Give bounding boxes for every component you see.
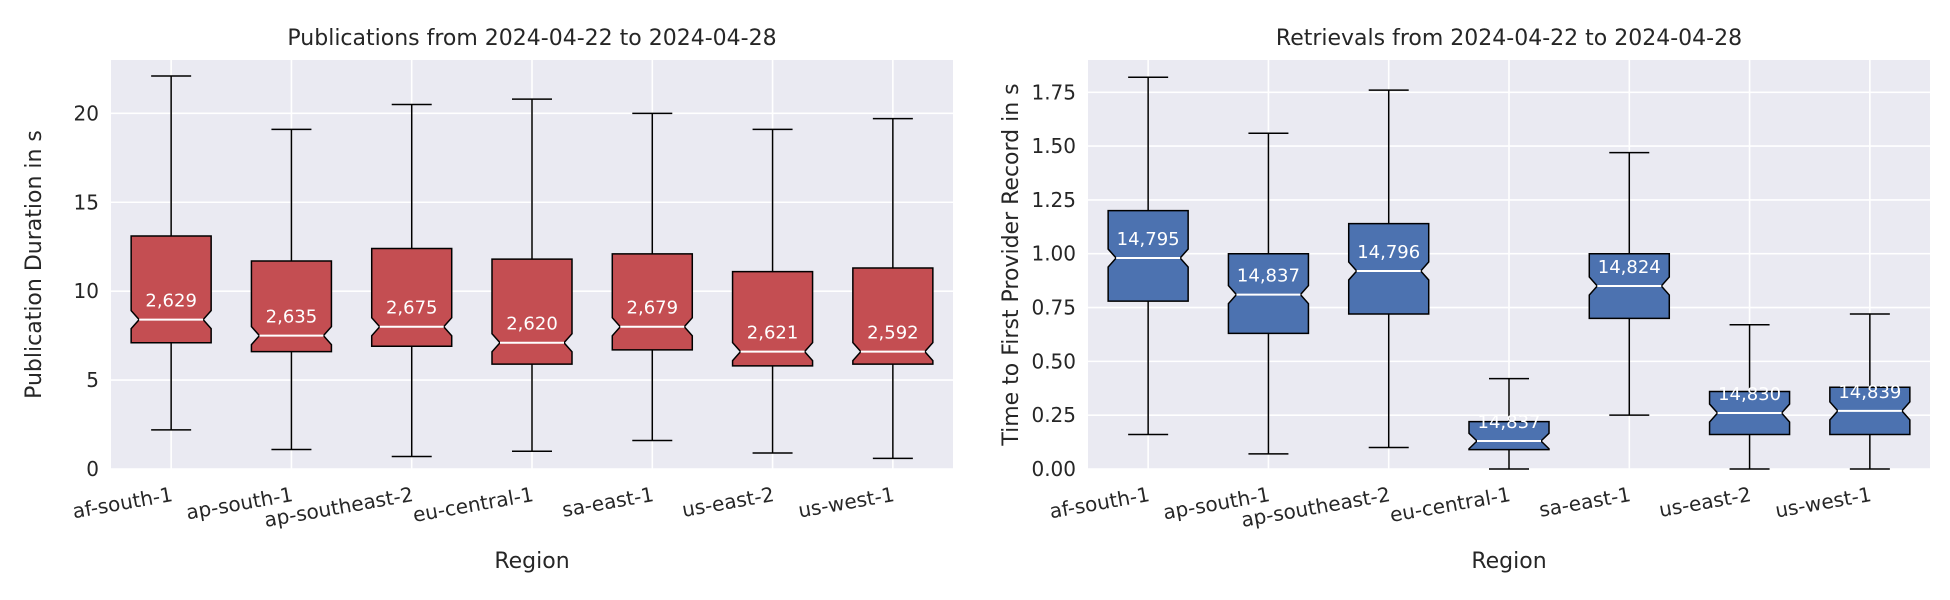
x-tick-label: af-south-1 bbox=[71, 482, 175, 523]
box-af-south-1: 14,795 bbox=[1107, 76, 1189, 436]
x-tick-label: us-west-1 bbox=[796, 482, 896, 523]
x-tick-label: eu-central-1 bbox=[411, 482, 535, 527]
y-tick-label: 1.50 bbox=[1031, 134, 1076, 158]
y-axis-label: Publication Duration in s bbox=[22, 130, 47, 399]
box-us-east-2: 2,621 bbox=[731, 128, 814, 454]
x-tick-label: us-west-1 bbox=[1773, 482, 1873, 523]
count-label: 2,592 bbox=[867, 323, 919, 344]
y-tick-label: 1.25 bbox=[1031, 188, 1076, 212]
box-ap-southeast-2: 2,675 bbox=[370, 103, 453, 458]
y-axis-label: Time to First Provider Record in s bbox=[999, 83, 1024, 446]
count-label: 14,795 bbox=[1117, 229, 1180, 250]
box-ap-southeast-2: 14,796 bbox=[1347, 89, 1430, 449]
box-body bbox=[1347, 222, 1430, 315]
count-label: 2,620 bbox=[506, 314, 558, 335]
y-tick-label: 0.75 bbox=[1031, 296, 1076, 320]
box-eu-central-1: 2,620 bbox=[491, 98, 573, 452]
box-ap-south-1: 2,635 bbox=[250, 128, 333, 451]
x-tick-label: us-east-2 bbox=[680, 482, 776, 522]
count-label: 2,679 bbox=[627, 298, 679, 319]
chart-panel-2: 0.00 0.25 0.50 0.75 1.00 1.25 1.50 1.75 14,795 14… bbox=[999, 26, 1930, 574]
y-tick-label: 1.75 bbox=[1031, 80, 1076, 104]
count-label: 14,824 bbox=[1598, 257, 1661, 278]
box-body bbox=[731, 270, 814, 367]
box-body bbox=[852, 267, 934, 365]
y-tick-label: 0.00 bbox=[1031, 457, 1076, 481]
count-label: 14,837 bbox=[1237, 266, 1300, 287]
chart-title: Retrievals from 2024-04-22 to 2024-04-28 bbox=[1276, 26, 1742, 51]
x-tick-label: us-east-2 bbox=[1657, 482, 1753, 522]
count-label: 2,635 bbox=[266, 307, 318, 328]
chart-panel-1: 0 5 10 15 20 2,629 2,635 2,675 2,620 2,679 2,621 2,… bbox=[22, 26, 953, 574]
count-label: 14,796 bbox=[1357, 242, 1420, 263]
y-tick-label: 15 bbox=[74, 190, 99, 214]
x-tick-label: sa-east-1 bbox=[560, 482, 655, 522]
count-label: 2,675 bbox=[386, 298, 438, 319]
box-body bbox=[250, 260, 333, 353]
y-tick-label: 0.50 bbox=[1031, 349, 1076, 373]
box-eu-central-1: 14,837 bbox=[1468, 377, 1550, 470]
count-label: 14,830 bbox=[1718, 384, 1781, 405]
box-sa-east-1: 14,824 bbox=[1588, 151, 1671, 416]
x-tick-label: af-south-1 bbox=[1048, 482, 1152, 523]
y-tick-label: 5 bbox=[86, 368, 99, 392]
x-tick-label: eu-central-1 bbox=[1388, 482, 1512, 527]
box-ap-south-1: 14,837 bbox=[1227, 132, 1310, 455]
y-tick-label: 0 bbox=[86, 457, 99, 481]
x-axis-label: Region bbox=[1471, 549, 1546, 574]
box-af-south-1: 2,629 bbox=[130, 75, 212, 431]
box-body bbox=[370, 247, 453, 348]
y-tick-label: 20 bbox=[74, 101, 99, 125]
box-us-west-1: 2,592 bbox=[852, 117, 934, 460]
y-tick-label: 10 bbox=[74, 279, 99, 303]
box-sa-east-1: 2,679 bbox=[611, 112, 694, 442]
count-label: 2,621 bbox=[747, 323, 799, 344]
count-label: 14,837 bbox=[1478, 412, 1541, 433]
box-us-east-2: 14,830 bbox=[1708, 324, 1791, 470]
box-body bbox=[1227, 252, 1310, 335]
count-label: 2,629 bbox=[145, 291, 197, 312]
box-us-west-1: 14,839 bbox=[1829, 313, 1911, 470]
y-tick-label: 1.00 bbox=[1031, 242, 1076, 266]
box-body bbox=[1107, 209, 1189, 302]
count-label: 14,839 bbox=[1838, 382, 1901, 403]
box-body bbox=[491, 258, 573, 365]
box-body bbox=[130, 235, 212, 344]
box-body bbox=[1468, 420, 1550, 451]
x-axis-label: Region bbox=[494, 549, 569, 574]
chart-title: Publications from 2024-04-22 to 2024-04-… bbox=[287, 26, 776, 51]
x-tick-label: sa-east-1 bbox=[1537, 482, 1632, 522]
y-tick-label: 0.25 bbox=[1031, 403, 1076, 427]
